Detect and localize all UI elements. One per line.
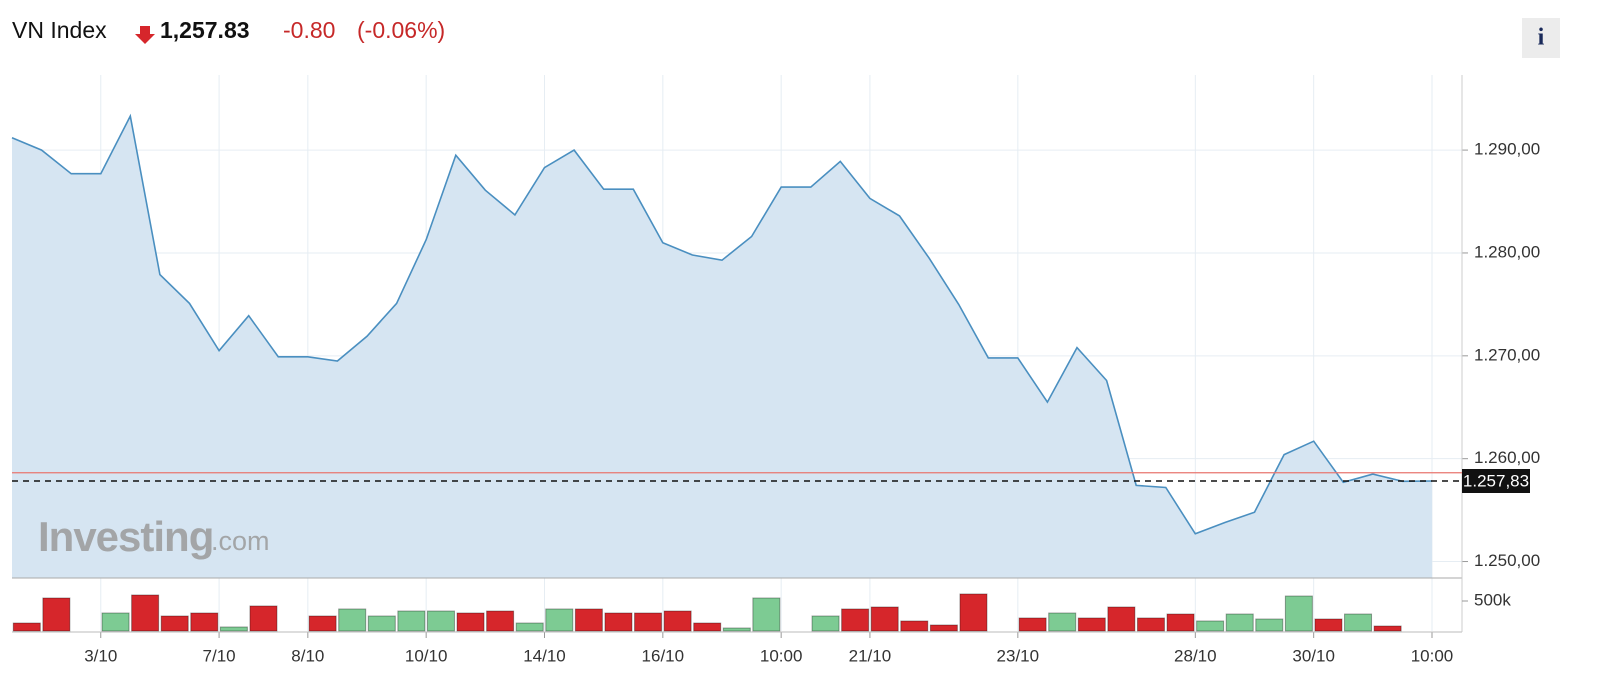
x-tick-label: 30/10 — [1292, 646, 1335, 665]
volume-bar — [101, 612, 130, 632]
volume-bar — [811, 615, 840, 632]
volume-bar — [663, 610, 692, 632]
volume-bar — [545, 608, 574, 632]
volume-bar — [1344, 613, 1373, 632]
volume-bar — [1136, 617, 1165, 632]
x-tick-label: 23/10 — [997, 646, 1040, 665]
volume-bar — [1077, 617, 1106, 632]
index-name: VN Index — [12, 17, 107, 43]
volume-bar — [1255, 618, 1284, 632]
volume-bar — [338, 608, 367, 632]
volume-bar — [604, 612, 633, 632]
x-tick-label: 10:00 — [1411, 646, 1454, 665]
volume-bar — [42, 597, 71, 632]
volume-bar — [219, 626, 248, 632]
volume-bar — [1284, 595, 1313, 632]
price-area — [12, 116, 1432, 578]
volume-bar — [486, 610, 515, 632]
volume-bar — [929, 624, 958, 632]
x-tick-label: 3/10 — [84, 646, 117, 665]
x-tick-label: 14/10 — [523, 646, 566, 665]
y-tick-label: 1.290,00 — [1474, 140, 1540, 159]
volume-bar — [574, 608, 603, 632]
volume-tick-label: 500k — [1474, 590, 1511, 609]
down-arrow — [135, 26, 155, 44]
y-tick-label: 1.270,00 — [1474, 345, 1540, 364]
volume-bar — [190, 612, 219, 632]
volume-bar — [1166, 613, 1195, 632]
volume-bar — [515, 622, 544, 632]
volume-bar — [397, 610, 426, 632]
price-change-percent: (-0.06%) — [357, 17, 445, 43]
volume-bar — [1225, 613, 1254, 632]
last-price-badge — [1462, 469, 1530, 494]
volume-bar — [456, 612, 485, 632]
volume-bar — [1373, 625, 1402, 632]
plot-area: 3/10 7/10 8/10 10/10 14/10 16/10 10:00 21/10 23/… — [11, 75, 1540, 665]
volume-bar — [426, 610, 455, 632]
x-tick-label: 28/10 — [1174, 646, 1217, 665]
volume-bar — [959, 593, 988, 632]
x-tick-label: 10/10 — [405, 646, 448, 665]
volume-bar — [1196, 620, 1225, 632]
volume-bar — [634, 612, 663, 632]
info-button[interactable] — [1522, 18, 1560, 58]
volume-bar — [870, 606, 899, 632]
volume-bar — [693, 622, 722, 632]
x-tick-label: 21/10 — [849, 646, 892, 665]
y-tick-label: 1.250,00 — [1474, 551, 1540, 570]
volume-bar — [841, 608, 870, 632]
volume-bar — [1048, 612, 1077, 632]
last-price-label: 1.257,83 — [1463, 471, 1529, 490]
volume-bar — [131, 594, 160, 632]
volume-bar — [1314, 618, 1343, 632]
volume-bar — [900, 620, 929, 632]
x-tick-label: 7/10 — [203, 646, 236, 665]
x-tick-label: 16/10 — [642, 646, 685, 665]
volume-bar — [1107, 606, 1136, 632]
info-icon[interactable]: i — [1538, 25, 1545, 51]
y-tick-label: 1.260,00 — [1474, 448, 1540, 467]
volume-bar — [160, 615, 189, 632]
x-tick-label: 10:00 — [760, 646, 803, 665]
last-price: 1,257.83 — [160, 17, 250, 43]
volume-bar — [367, 615, 396, 632]
y-tick-label: 1.280,00 — [1474, 242, 1540, 261]
price-line — [11, 113, 1433, 535]
volume-bar — [308, 615, 337, 632]
volume-bar — [1018, 617, 1047, 632]
watermark-brand: Investing — [38, 513, 213, 560]
volume-bar — [752, 597, 781, 632]
watermark-suffix: .com — [211, 526, 270, 556]
x-tick-label: 8/10 — [291, 646, 324, 665]
volume-bar — [249, 605, 278, 632]
volume-bar — [12, 622, 41, 632]
volume-bar — [722, 627, 751, 632]
price-change: -0.80 — [283, 17, 335, 43]
